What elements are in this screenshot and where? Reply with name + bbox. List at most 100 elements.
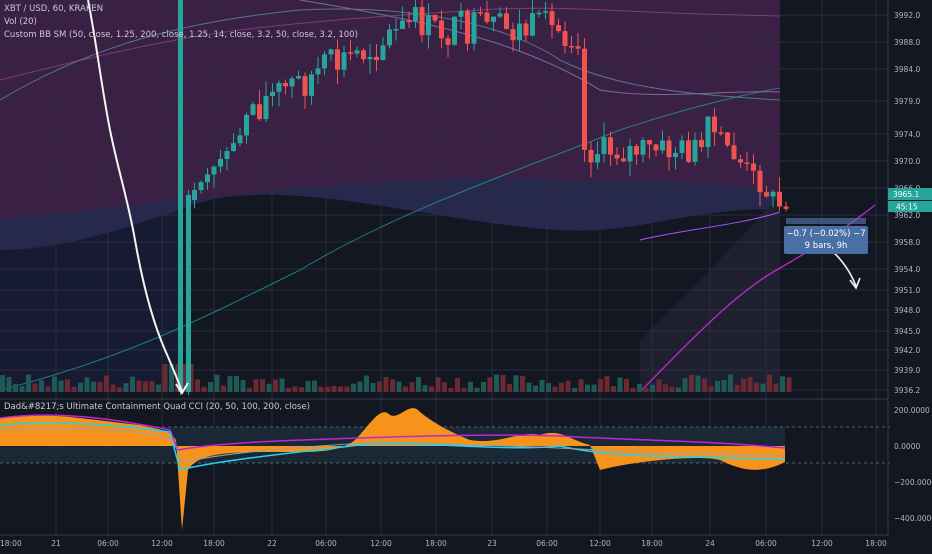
candle-body [387, 29, 392, 46]
volume-bar [604, 376, 610, 392]
candle-body [575, 46, 581, 49]
volume-bar [455, 377, 460, 392]
candle-body [686, 140, 691, 162]
symbol-legend[interactable]: XBT / USD, 60, KRAKEN [4, 4, 104, 14]
volume-bar [546, 383, 551, 392]
volume-bar [221, 385, 226, 392]
candle-body [738, 159, 743, 163]
volume-bar [513, 375, 519, 392]
price-tick-label: 3942.0 [894, 346, 920, 355]
candle-body [634, 146, 639, 155]
volume-bar [370, 382, 376, 392]
candle-body [777, 191, 782, 207]
candle-body [257, 104, 262, 120]
time-tick-label: 22 [267, 539, 277, 548]
volume-bar [396, 381, 402, 392]
candlesticks [178, 0, 789, 395]
volume-bar [71, 386, 77, 392]
candle-body [627, 146, 633, 162]
volume-bar [630, 387, 636, 392]
volume-bar [734, 384, 740, 392]
volume-legend[interactable]: Vol (20) [4, 17, 37, 27]
volume-bar [292, 386, 298, 392]
volume-bar [559, 382, 564, 392]
volume-bar [773, 383, 779, 392]
volume-bar [526, 382, 532, 392]
candle-body [348, 52, 353, 54]
candle-body [744, 162, 750, 165]
volume-bar [240, 380, 246, 392]
cci-axis[interactable]: 200.0000 0.0000 −200.0000 −400.0000 [894, 406, 932, 523]
volume-bar [344, 386, 350, 392]
volume-bar [227, 376, 233, 392]
volume-bar [214, 374, 220, 392]
volume-bar [507, 383, 512, 392]
candle-body [283, 82, 288, 87]
volume-bar [689, 374, 694, 392]
volume-bar [357, 381, 363, 392]
candle-body [640, 140, 646, 155]
volume-bar [500, 374, 506, 392]
cci-indicator [0, 408, 786, 530]
volume-bar [26, 374, 31, 392]
candle-body [478, 12, 483, 14]
candle-body [666, 140, 672, 158]
candle-body [270, 91, 275, 97]
volume-bar [45, 386, 51, 392]
volume-bar [650, 384, 655, 392]
cci-legend[interactable]: Dad&#8217;s Ultimate Containment Quad CC… [4, 402, 310, 412]
volume-bar [208, 381, 213, 392]
volume-bar [474, 387, 480, 392]
volume-bar [13, 384, 18, 392]
candle-body [471, 12, 477, 44]
time-tick-label: 18:00 [0, 539, 22, 548]
volume-bar [117, 387, 122, 392]
candle-body [673, 152, 678, 158]
candle-body [322, 54, 327, 69]
volume-bar [266, 383, 272, 392]
arrow-head-icon [175, 382, 189, 395]
candle-body [510, 29, 516, 41]
volume-bar [136, 380, 142, 392]
candle-body [335, 49, 340, 70]
hand-drawn-curve[interactable] [87, 0, 183, 393]
volume-bar [58, 380, 64, 392]
candle-body [458, 10, 464, 17]
volume-bar [728, 374, 733, 392]
volume-bar [487, 377, 493, 392]
volume-bar [721, 379, 727, 392]
candle-body [504, 13, 509, 30]
price-tick-label: 3945.0 [894, 327, 920, 336]
time-tick-label: 12:00 [811, 539, 833, 548]
candle-body [491, 16, 496, 22]
time-tick-label: 18:00 [865, 539, 887, 548]
volume-bar [429, 386, 434, 392]
candle-body [465, 10, 470, 44]
volume-bar [247, 387, 252, 392]
price-tick-label: 3962.0 [894, 211, 920, 220]
volume-bar [695, 375, 701, 392]
measure-range [786, 218, 866, 224]
candle-body [250, 104, 256, 115]
time-axis[interactable]: 18:00 21 06:00 12:00 18:00 22 06:00 12:00 18:00 2… [0, 539, 887, 548]
time-tick-label: 21 [51, 539, 61, 548]
bb-legend[interactable]: Custom BB SM (50, close, 1.25, 200, clos… [4, 30, 358, 40]
candle-body [244, 114, 249, 136]
candle-body [497, 13, 503, 17]
candle-body [556, 25, 561, 32]
cci-line-50 [0, 428, 786, 463]
countdown-label [888, 201, 932, 212]
arrow-head-icon [849, 277, 861, 290]
candle-body [289, 78, 295, 87]
candle-body [309, 74, 314, 96]
volume-bar [130, 376, 135, 392]
volume-bar [286, 387, 291, 392]
candle-body [367, 56, 373, 60]
candle-body [445, 38, 451, 45]
price-tick-label: 3954.0 [894, 265, 920, 274]
volume-bar [331, 385, 337, 392]
volume-bar [299, 387, 304, 392]
volume-bar [364, 375, 369, 392]
